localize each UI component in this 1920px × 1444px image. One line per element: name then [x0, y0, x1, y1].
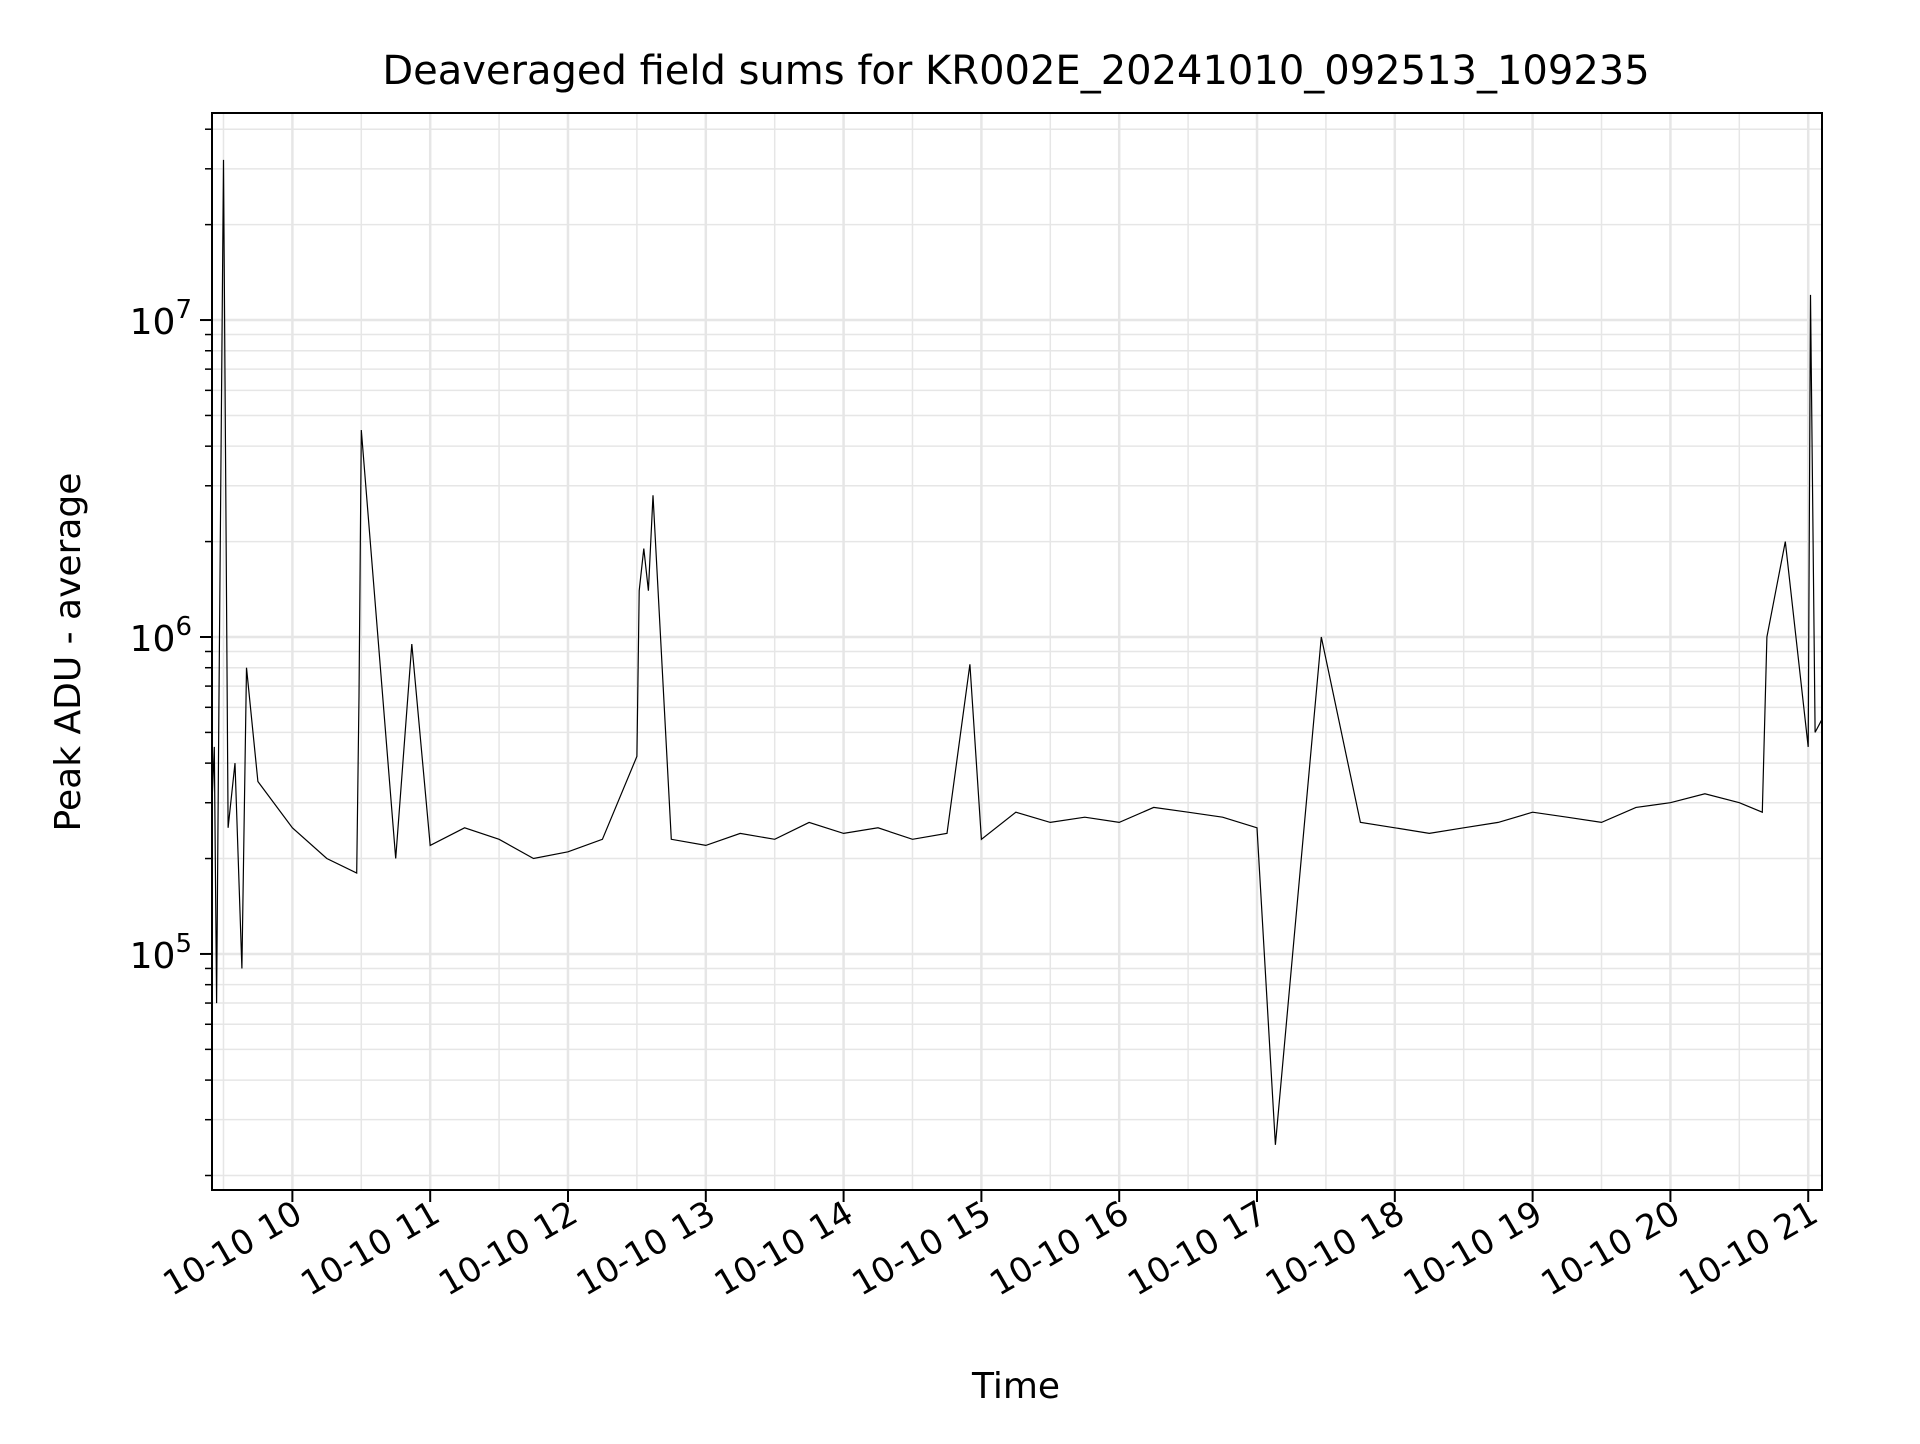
x-axis-label: Time: [971, 1366, 1060, 1407]
y-tick-label: 107: [130, 295, 192, 343]
x-tick-label: 10-10 20: [1535, 1193, 1687, 1304]
x-tick-label: 10-10 10: [156, 1193, 308, 1304]
x-tick-label: 10-10 14: [708, 1193, 860, 1304]
x-tick-label: 10-10 16: [983, 1193, 1135, 1304]
chart-title: Deaveraged field sums for KR002E_2024101…: [382, 48, 1649, 94]
series-layer: [211, 159, 1823, 1145]
x-tick-label: 10-10 13: [570, 1193, 722, 1304]
x-tick-label: 10-10 21: [1672, 1193, 1824, 1304]
x-tick-label: 10-10 11: [294, 1193, 446, 1304]
grid: [212, 113, 1822, 1190]
x-tick-label: 10-10 15: [846, 1193, 998, 1304]
x-tick-label: 10-10 19: [1397, 1193, 1549, 1304]
y-tick-label: 105: [130, 929, 192, 977]
y-tick-label: 106: [130, 612, 192, 660]
x-tick-label: 10-10 18: [1259, 1193, 1411, 1304]
x-tick-label: 10-10 12: [432, 1193, 584, 1304]
x-tick-label: 10-10 17: [1121, 1193, 1273, 1304]
y-axis-label: Peak ADU - average: [48, 473, 89, 832]
series-line: [211, 159, 1823, 1145]
